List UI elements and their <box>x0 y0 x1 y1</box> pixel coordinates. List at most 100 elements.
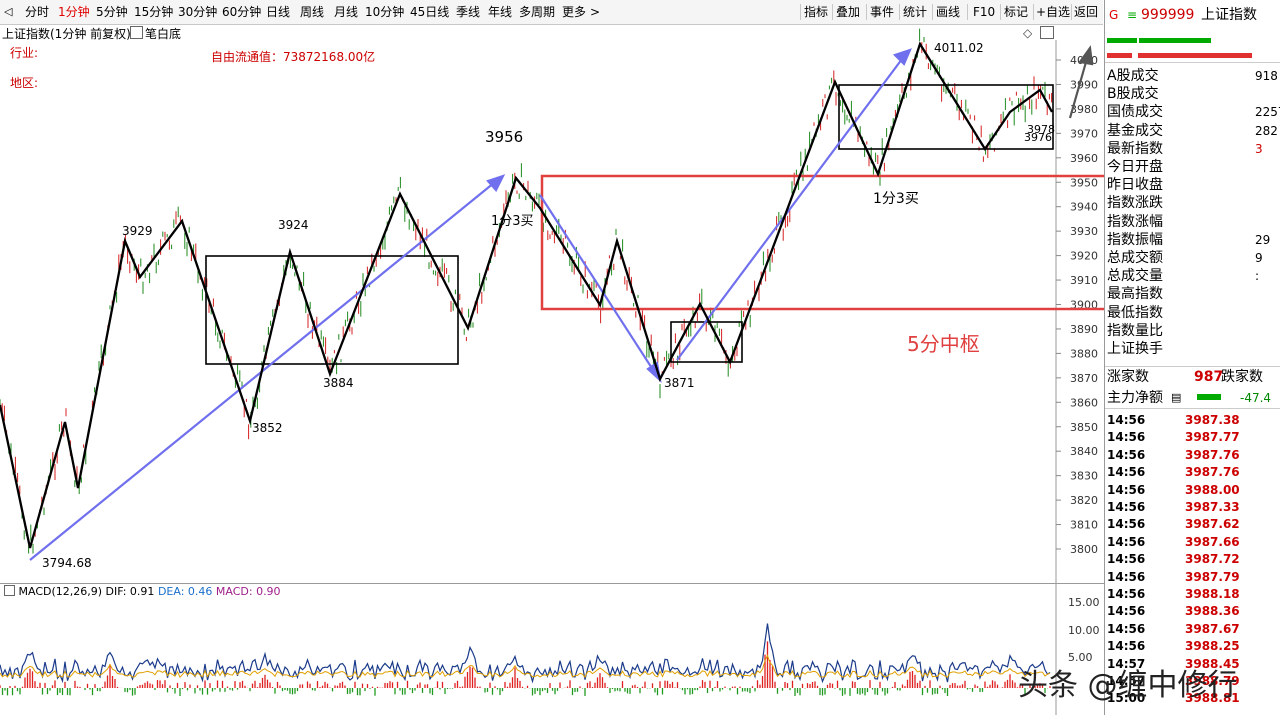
back-arrow-icon[interactable]: ◁ <box>4 5 13 18</box>
stat-value: 2257 <box>1255 105 1280 120</box>
dea-label: DEA: 0.46 <box>157 585 213 598</box>
macd-chart[interactable]: 15.00 10.00 5.00 <box>0 584 1104 715</box>
y-tick-label: 3820 <box>1070 494 1098 507</box>
tick-price: 3987.66 <box>1185 534 1240 549</box>
pivot-box-1 <box>205 255 459 365</box>
point-label: 3976 <box>1024 131 1052 144</box>
period-tab-15min[interactable]: 15分钟 <box>134 5 174 19</box>
y-tick-label: 3840 <box>1070 445 1098 458</box>
stat-label: 指数涨跌 <box>1107 195 1163 212</box>
market-code: G <box>1109 8 1119 22</box>
macd-label: MACD(12,26,9) <box>18 585 103 598</box>
period-tab-fenshi[interactable]: 分时 <box>25 5 50 19</box>
tick-price: 3988.25 <box>1185 639 1240 654</box>
toolbar-divider <box>1033 4 1034 20</box>
period-tab-year[interactable]: 年线 <box>488 5 513 19</box>
period-tab-month[interactable]: 月线 <box>334 5 359 19</box>
period-tab-day[interactable]: 日线 <box>266 5 291 19</box>
advancers-label: 涨家数 <box>1107 369 1149 385</box>
y-tick-label: 3920 <box>1070 250 1098 263</box>
stat-label: 最新指数 <box>1107 140 1163 157</box>
y-tick-label: 3850 <box>1070 421 1098 434</box>
tool-mark-button[interactable]: 标记 <box>1004 5 1029 19</box>
point-label: 3956 <box>485 128 523 146</box>
tool-stats-button[interactable]: 统计 <box>903 5 928 19</box>
macd-tick-label: 5.00 <box>1068 651 1093 664</box>
period-tab-week[interactable]: 周线 <box>300 5 325 19</box>
y-tick-label: 3860 <box>1070 396 1098 409</box>
price-chart[interactable]: 4000399039803970396039503940393039203910… <box>0 0 1280 584</box>
point-label: 1分3买 <box>491 214 534 229</box>
macd-tick-label: 15.00 <box>1068 596 1100 609</box>
diamond-icon[interactable]: ◇ <box>1023 26 1033 40</box>
arrowhead <box>1078 45 1094 66</box>
checkbox-icon[interactable] <box>130 26 143 39</box>
period-tab-quarter[interactable]: 季线 <box>456 5 481 19</box>
decliners-label: 跌家数 <box>1221 369 1263 385</box>
tick-price: 3987.76 <box>1185 465 1240 480</box>
point-label: 3852 <box>252 421 283 435</box>
y-tick-label: 3960 <box>1070 152 1098 165</box>
main-flow-label: 主力净额 <box>1107 390 1163 406</box>
toolbar-divider <box>832 4 833 20</box>
tool-return-button[interactable]: 返回 <box>1074 5 1099 19</box>
volume-bar <box>1107 53 1132 58</box>
y-tick-label: 3940 <box>1070 201 1098 214</box>
tool-overlay-button[interactable]: 叠加 <box>836 5 861 19</box>
y-tick-label: 3950 <box>1070 176 1098 189</box>
tick-price: 3988.45 <box>1185 656 1240 671</box>
main-flow-value: -47.4 <box>1240 391 1272 405</box>
macd-legend-icon[interactable] <box>4 585 15 596</box>
tool-indicator-button[interactable]: 指标 <box>804 5 829 19</box>
tick-price: 3987.33 <box>1185 500 1240 514</box>
dea-line <box>0 654 1051 679</box>
tick-time: 14:57 <box>1107 674 1146 688</box>
period-tab-multi[interactable]: 多周期 <box>519 5 556 19</box>
trend-arrow-up-1 <box>29 177 501 561</box>
tool-add-watchlist-button[interactable]: +自选 <box>1036 5 1071 19</box>
tick-time: 14:56 <box>1107 430 1146 445</box>
toolbar-divider <box>967 4 968 20</box>
tool-draw-button[interactable]: 画线 <box>936 5 961 19</box>
chevron-right-icon[interactable]: > <box>590 5 601 19</box>
macd-tick-label: 10.00 <box>1068 624 1100 637</box>
point-label: 3924 <box>278 218 309 232</box>
tick-time: 14:56 <box>1107 569 1146 584</box>
period-tab-more[interactable]: 更多 <box>562 5 587 19</box>
float-market-value: 自由流通值：73872168.00亿 <box>211 50 376 64</box>
y-tick-label: 3880 <box>1070 347 1098 360</box>
period-tab-30min[interactable]: 30分钟 <box>178 5 218 19</box>
stat-value: : <box>1255 269 1260 284</box>
period-tab-60min[interactable]: 60分钟 <box>222 5 262 19</box>
stat-label: 指数振幅 <box>1107 231 1163 248</box>
period-tab-1min[interactable]: 1分钟 <box>58 5 90 19</box>
forecast-line <box>1068 61 1088 119</box>
pivot-box-3 <box>838 84 1054 150</box>
period-tab-10min[interactable]: 10分钟 <box>365 5 405 19</box>
tick-price: 3988.81 <box>1185 691 1240 706</box>
period-toolbar: ◁ 分时 1分钟 5分钟 15分钟 30分钟 60分钟 日线 周线 月线 10分… <box>0 0 1103 25</box>
stat-value: 29 <box>1255 232 1271 247</box>
menu-icon[interactable]: ≡ <box>1127 8 1138 22</box>
chart-title: 上证指数(1分钟 前复权) <box>2 27 131 41</box>
period-tab-5min[interactable]: 5分钟 <box>96 5 128 19</box>
y-tick-label: 3930 <box>1070 225 1098 238</box>
point-label: 1分3买 <box>873 191 919 207</box>
list-icon[interactable]: ▤ <box>1171 391 1182 404</box>
tick-price: 3987.67 <box>1185 621 1240 636</box>
window-toggle-icon[interactable] <box>1040 26 1054 39</box>
tool-events-button[interactable]: 事件 <box>870 5 895 19</box>
period-tab-45day[interactable]: 45日线 <box>410 5 450 19</box>
tick-price: 3988.36 <box>1185 604 1240 619</box>
tick-time: 14:56 <box>1107 482 1146 497</box>
point-label: 3929 <box>122 224 153 238</box>
tick-price: 3988.18 <box>1185 587 1240 601</box>
tick-time: 14:56 <box>1107 552 1146 567</box>
index-name: 上证指数 <box>1201 7 1257 23</box>
arrowhead <box>892 48 912 66</box>
flow-bar <box>1197 394 1221 400</box>
macd-value-label: MACD: 0.90 <box>215 585 281 598</box>
toolbar-divider <box>932 4 933 20</box>
tool-f10-button[interactable]: F10 <box>973 5 996 19</box>
volume-bar <box>1138 53 1252 58</box>
